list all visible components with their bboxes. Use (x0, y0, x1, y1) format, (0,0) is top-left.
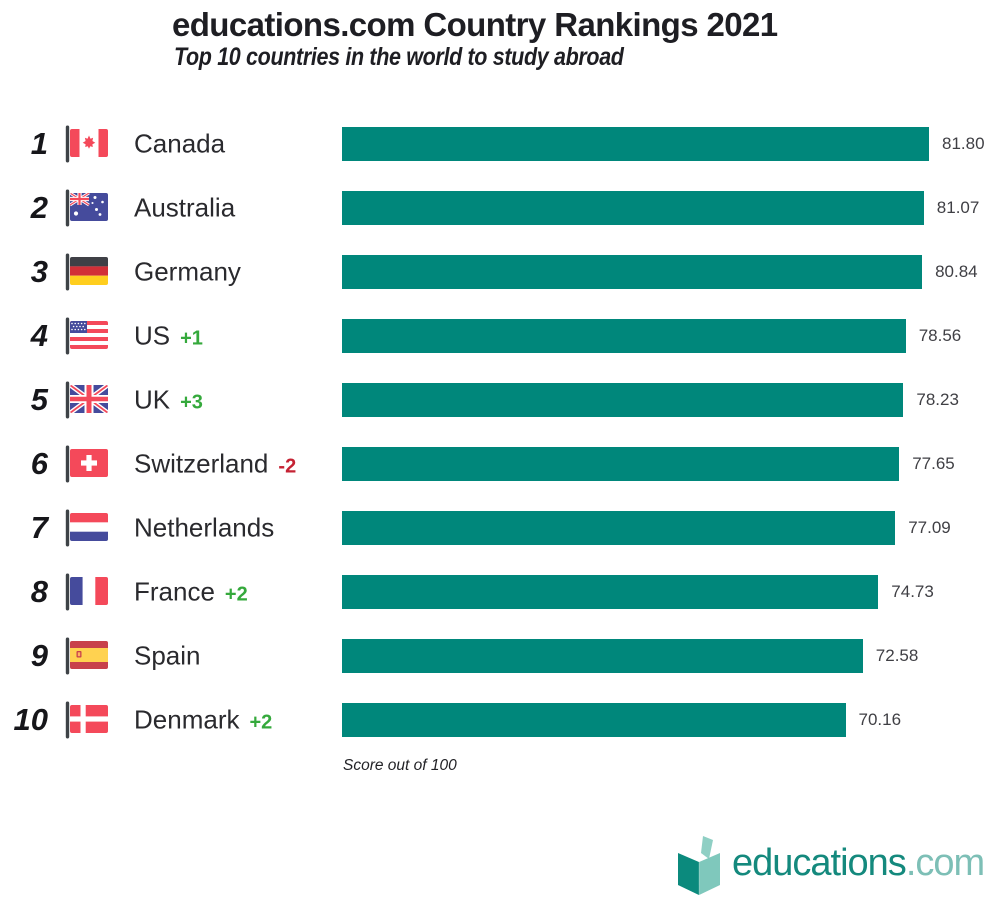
score-label: 80.84 (935, 262, 978, 281)
rank-number: 8 (30, 574, 48, 609)
country-label: France (134, 576, 215, 607)
score-bar (342, 575, 879, 609)
country-label-group: France +2 (134, 577, 248, 608)
denmark-flag-icon (64, 700, 110, 740)
rank-number: 5 (30, 382, 48, 417)
score-bar (342, 255, 923, 289)
educations-logo[interactable]: educations.com (676, 835, 985, 897)
country-label-group: UK +3 (134, 385, 203, 416)
country-label: Spain (134, 640, 201, 671)
logo-brand-text: educations (732, 842, 907, 884)
country-label: Canada (134, 128, 226, 159)
country-label-group: Germany (134, 257, 241, 288)
rank-number: 10 (13, 702, 48, 737)
netherlands-flag-icon (64, 508, 110, 548)
rank-number: 2 (30, 190, 48, 225)
country-label-group: Canada (134, 129, 225, 160)
australia-flag-icon (64, 188, 110, 228)
rank-number: 7 (30, 510, 48, 545)
logo-wordmark: educations.com (732, 842, 985, 884)
score-bar (342, 319, 906, 353)
rank-change-badge: +1 (180, 327, 203, 350)
country-label: Australia (134, 192, 236, 223)
country-label: Netherlands (134, 512, 275, 543)
country-row-netherlands: 7 Netherlands 77.09 (0, 496, 1000, 560)
score-bar (342, 127, 929, 161)
country-row-france: 8 France +2 74.73 (0, 560, 1000, 624)
country-label: Switzerland (134, 448, 269, 479)
score-label: 72.58 (875, 646, 919, 665)
country-label: US (134, 320, 171, 351)
score-bar (342, 639, 863, 673)
score-scale-note: Score out of 100 (343, 757, 457, 774)
page-title: educations.com Country Rankings 2021 (172, 6, 778, 43)
score-label: 70.16 (858, 710, 902, 729)
score-label: 78.23 (916, 390, 959, 409)
country-row-denmark: 10 Denmark +2 70.16 (0, 688, 1000, 752)
country-row-australia: 2 Australia 81.07 (0, 176, 1000, 240)
france-flag-icon (64, 572, 110, 612)
rank-number: 1 (30, 126, 48, 161)
us-flag-icon (64, 316, 110, 356)
country-label: UK (134, 384, 171, 415)
country-label-group: Netherlands (134, 513, 274, 544)
rank-number: 6 (30, 446, 48, 481)
ranking-list: 1 Canada 81.80 2 Australia 81.07 3 Germa… (0, 112, 1000, 752)
country-row-canada: 1 Canada 81.80 (0, 112, 1000, 176)
score-label: 77.65 (912, 454, 955, 473)
score-label: 81.80 (942, 134, 985, 153)
country-label-group: US +1 (134, 321, 203, 352)
country-row-switzerland: 6 Switzerland -2 77.65 (0, 432, 1000, 496)
score-label: 77.09 (908, 518, 951, 537)
open-book-logo-icon (676, 835, 722, 897)
canada-flag-icon (64, 124, 110, 164)
country-label-group: Australia (134, 193, 235, 224)
rank-change-badge: +3 (180, 391, 203, 414)
score-label: 78.56 (918, 326, 962, 345)
rank-number: 3 (30, 254, 48, 289)
country-row-germany: 3 Germany 80.84 (0, 240, 1000, 304)
country-row-us: 4 US +1 78.56 (0, 304, 1000, 368)
rank-change-badge: +2 (249, 711, 273, 734)
score-label: 74.73 (891, 582, 934, 601)
country-row-uk: 5 UK +3 78.23 (0, 368, 1000, 432)
rank-change-badge: -2 (278, 455, 297, 478)
rank-number: 9 (30, 638, 48, 673)
score-bar (342, 383, 904, 417)
score-bar (342, 511, 896, 545)
switzerland-flag-icon (64, 444, 110, 484)
score-label: 81.07 (936, 198, 980, 217)
country-row-spain: 9 Spain 72.58 (0, 624, 1000, 688)
logo-tld-text: .com (905, 842, 985, 884)
page-subtitle: Top 10 countries in the world to study a… (174, 43, 624, 71)
rank-number: 4 (30, 318, 48, 353)
rank-change-badge: +2 (224, 583, 248, 606)
spain-flag-icon (64, 636, 110, 676)
country-label-group: Switzerland -2 (134, 449, 296, 480)
uk-flag-icon (64, 380, 110, 420)
score-bar (342, 191, 924, 225)
country-label: Germany (134, 256, 241, 287)
score-bar (342, 447, 900, 481)
country-label-group: Spain (134, 641, 201, 672)
score-bar (342, 703, 846, 737)
germany-flag-icon (64, 252, 110, 292)
country-label: Denmark (134, 704, 240, 735)
country-label-group: Denmark +2 (134, 705, 272, 736)
